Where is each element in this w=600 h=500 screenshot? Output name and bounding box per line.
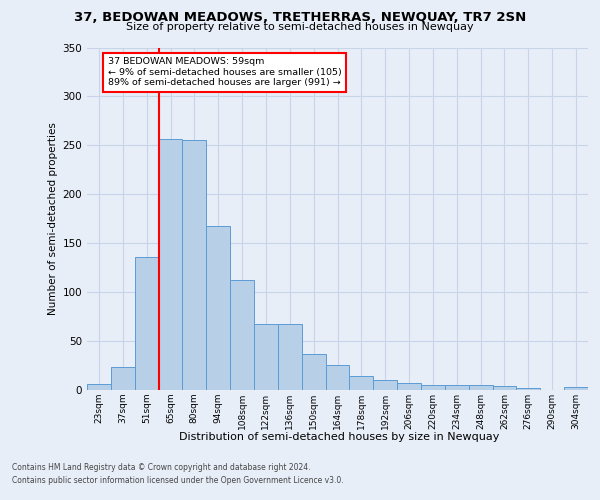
Bar xyxy=(517,388,540,390)
Text: Contains public sector information licensed under the Open Government Licence v3: Contains public sector information licen… xyxy=(12,476,344,485)
Bar xyxy=(564,387,588,390)
Bar xyxy=(302,354,326,390)
Bar xyxy=(111,366,135,390)
Bar xyxy=(278,324,302,390)
Bar xyxy=(445,385,469,390)
Bar xyxy=(421,385,445,390)
Y-axis label: Number of semi-detached properties: Number of semi-detached properties xyxy=(48,122,58,315)
Bar xyxy=(326,364,349,390)
Text: 37 BEDOWAN MEADOWS: 59sqm
← 9% of semi-detached houses are smaller (105)
89% of : 37 BEDOWAN MEADOWS: 59sqm ← 9% of semi-d… xyxy=(108,58,342,87)
Text: Distribution of semi-detached houses by size in Newquay: Distribution of semi-detached houses by … xyxy=(179,432,499,442)
Bar xyxy=(469,385,493,390)
Bar xyxy=(349,376,373,390)
Bar xyxy=(87,384,111,390)
Bar xyxy=(182,140,206,390)
Text: 37, BEDOWAN MEADOWS, TRETHERRAS, NEWQUAY, TR7 2SN: 37, BEDOWAN MEADOWS, TRETHERRAS, NEWQUAY… xyxy=(74,11,526,24)
Text: Contains HM Land Registry data © Crown copyright and database right 2024.: Contains HM Land Registry data © Crown c… xyxy=(12,464,311,472)
Bar xyxy=(493,386,517,390)
Bar xyxy=(254,324,278,390)
Bar xyxy=(397,383,421,390)
Bar xyxy=(373,380,397,390)
Bar xyxy=(158,138,182,390)
Bar xyxy=(135,257,158,390)
Bar xyxy=(230,280,254,390)
Bar xyxy=(206,226,230,390)
Text: Size of property relative to semi-detached houses in Newquay: Size of property relative to semi-detach… xyxy=(126,22,474,32)
